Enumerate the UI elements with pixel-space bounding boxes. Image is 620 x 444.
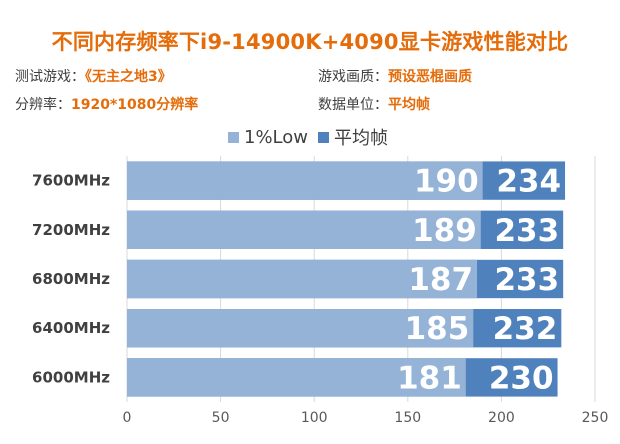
bar-low xyxy=(127,210,481,249)
chart-title: 不同内存频率下i9-14900K+4090显卡游戏性能对比 xyxy=(51,30,569,54)
x-tick-label: 50 xyxy=(212,410,230,426)
quality-label: 游戏画质： xyxy=(318,69,388,85)
data-label-low: 187 xyxy=(408,262,473,298)
resolution-label: 分辨率： xyxy=(15,97,71,113)
legend-swatch-low xyxy=(228,131,239,143)
test-game-value: 《无主之地3》 xyxy=(85,69,172,85)
y-category-label: 6400MHz xyxy=(32,319,110,337)
data-label-avg: 230 xyxy=(489,360,554,396)
data-label-avg: 232 xyxy=(493,311,558,347)
y-category-label: 6800MHz xyxy=(32,270,110,288)
bar-low xyxy=(127,161,483,200)
x-tick-label: 250 xyxy=(582,410,609,426)
data-label-low: 181 xyxy=(397,360,462,396)
bar-low xyxy=(127,309,474,348)
data-label-low: 190 xyxy=(414,164,479,200)
test-game-label: 测试游戏： xyxy=(15,69,85,85)
bar-low xyxy=(127,358,466,397)
data-label-low: 189 xyxy=(412,213,477,249)
chart-legend: 1%Low 平均帧 xyxy=(228,124,398,150)
quality-info: 游戏画质：预设恶棍画质 xyxy=(318,66,472,86)
x-tick-label: 200 xyxy=(488,410,515,426)
test-game-info: 测试游戏：《无主之地3》 xyxy=(15,66,172,86)
resolution-value: 1920*1080分辨率 xyxy=(71,97,199,113)
legend-label-low: 1%Low xyxy=(244,126,309,148)
y-category-label: 6000MHz xyxy=(32,368,110,386)
legend-label-avg: 平均帧 xyxy=(334,128,389,149)
x-tick-label: 0 xyxy=(123,410,132,426)
x-tick-label: 100 xyxy=(301,410,328,426)
legend-item-low: 1%Low xyxy=(228,127,308,148)
resolution-info: 分辨率：1920*1080分辨率 xyxy=(15,94,198,114)
x-tick-label: 150 xyxy=(394,410,421,426)
data-label-low: 185 xyxy=(405,311,470,347)
y-category-label: 7600MHz xyxy=(32,172,110,190)
legend-item-avg: 平均帧 xyxy=(318,124,388,150)
data-label-avg: 233 xyxy=(494,213,559,249)
y-category-label: 7200MHz xyxy=(32,221,110,239)
data-label-avg: 234 xyxy=(496,164,561,200)
legend-swatch-avg xyxy=(318,131,330,143)
unit-info: 数据单位：平均帧 xyxy=(318,94,430,114)
bar-low xyxy=(127,259,478,299)
quality-value: 预设恶棍画质 xyxy=(388,69,472,85)
data-label-avg: 233 xyxy=(494,262,559,298)
unit-label: 数据单位： xyxy=(318,97,388,113)
unit-value: 平均帧 xyxy=(388,97,430,113)
